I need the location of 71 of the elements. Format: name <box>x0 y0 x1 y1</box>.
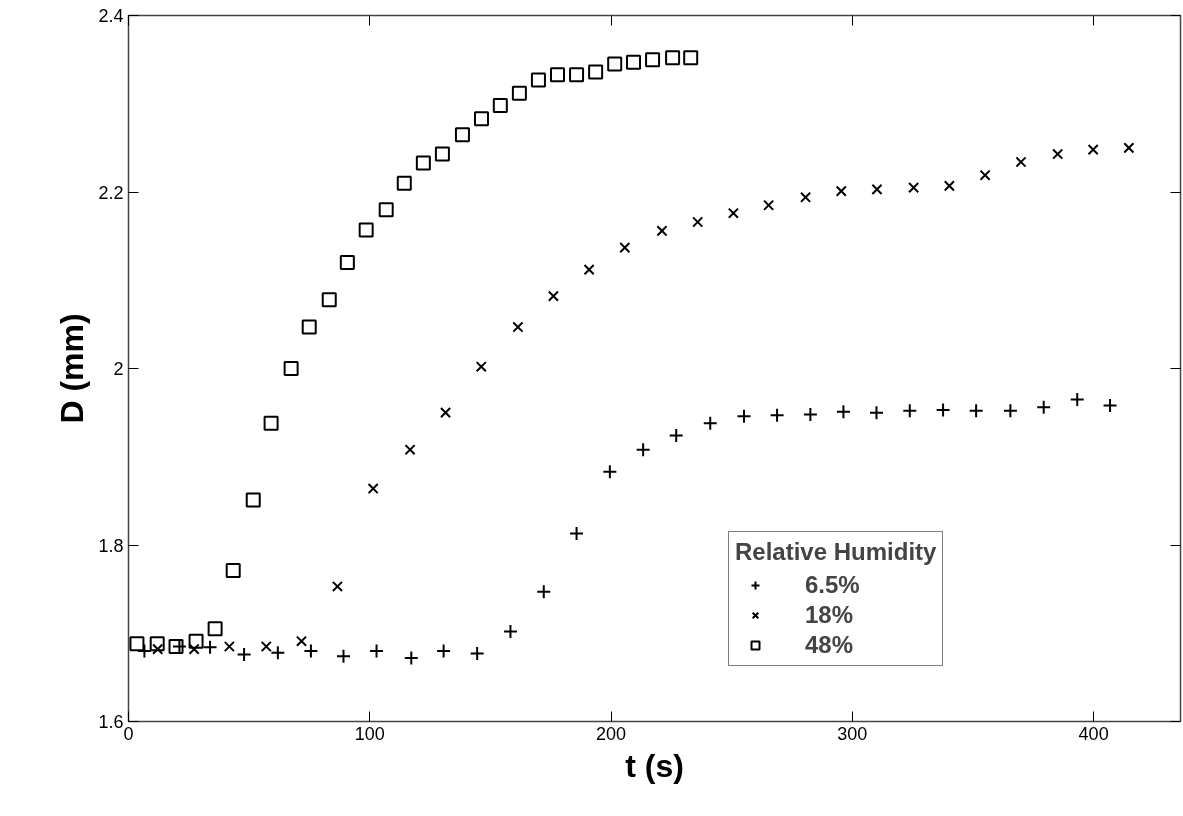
point <box>665 50 681 66</box>
point <box>283 361 299 376</box>
point <box>979 169 991 181</box>
x-axis-title: t (s) <box>625 747 684 784</box>
point <box>871 183 883 195</box>
point <box>511 85 527 101</box>
y-tick-label: 2.2 <box>98 182 124 203</box>
point <box>727 207 739 219</box>
point <box>207 621 223 637</box>
point <box>260 640 272 653</box>
point <box>583 264 595 276</box>
legend-label: 18% <box>805 601 854 629</box>
point <box>512 321 524 333</box>
x-tick-label: 0 <box>123 723 134 744</box>
point <box>943 180 955 192</box>
point <box>396 175 412 191</box>
point <box>434 146 450 162</box>
point <box>378 202 394 218</box>
point <box>835 185 847 197</box>
point <box>645 52 661 68</box>
point <box>908 181 920 194</box>
point <box>301 319 317 335</box>
point <box>415 155 431 171</box>
point <box>474 111 489 127</box>
point <box>245 492 261 508</box>
point <box>331 580 344 593</box>
point <box>404 444 416 456</box>
point <box>547 290 559 302</box>
point <box>439 407 452 419</box>
x-tick-label: 300 <box>837 723 868 744</box>
point <box>619 242 631 254</box>
point <box>358 222 374 238</box>
point <box>1052 148 1064 160</box>
point <box>656 225 668 237</box>
point <box>367 482 379 495</box>
point <box>588 64 604 80</box>
point <box>295 635 308 647</box>
point <box>763 199 775 211</box>
point <box>263 415 279 431</box>
point <box>454 127 470 143</box>
point <box>188 643 200 655</box>
x-tick-label: 400 <box>1078 723 1109 744</box>
point <box>607 56 623 72</box>
point <box>1087 144 1099 156</box>
point <box>129 636 145 652</box>
legend-label: 48% <box>805 631 854 659</box>
point <box>626 54 642 70</box>
point <box>692 216 704 228</box>
point <box>223 640 235 653</box>
legend-title: Relative Humidity <box>735 538 937 566</box>
point <box>683 50 699 66</box>
point <box>530 72 546 88</box>
point <box>1015 156 1027 168</box>
point <box>569 67 585 83</box>
point <box>550 67 565 83</box>
y-tick-label: 2.4 <box>98 6 124 26</box>
y-tick-label: 1.6 <box>98 712 124 732</box>
x-tick-label: 100 <box>354 723 385 744</box>
y-tick-label: 1.8 <box>98 535 124 556</box>
point <box>321 292 337 308</box>
point <box>475 361 487 373</box>
point <box>1123 142 1135 154</box>
point <box>225 563 241 579</box>
point <box>492 98 508 114</box>
y-tick-label: 2 <box>113 359 124 379</box>
legend-label: 6.5% <box>805 571 860 599</box>
point <box>799 191 812 203</box>
x-tick-label: 200 <box>596 723 627 744</box>
point <box>188 633 204 649</box>
y-axis-title: D (mm) <box>54 313 91 424</box>
point <box>339 255 355 271</box>
